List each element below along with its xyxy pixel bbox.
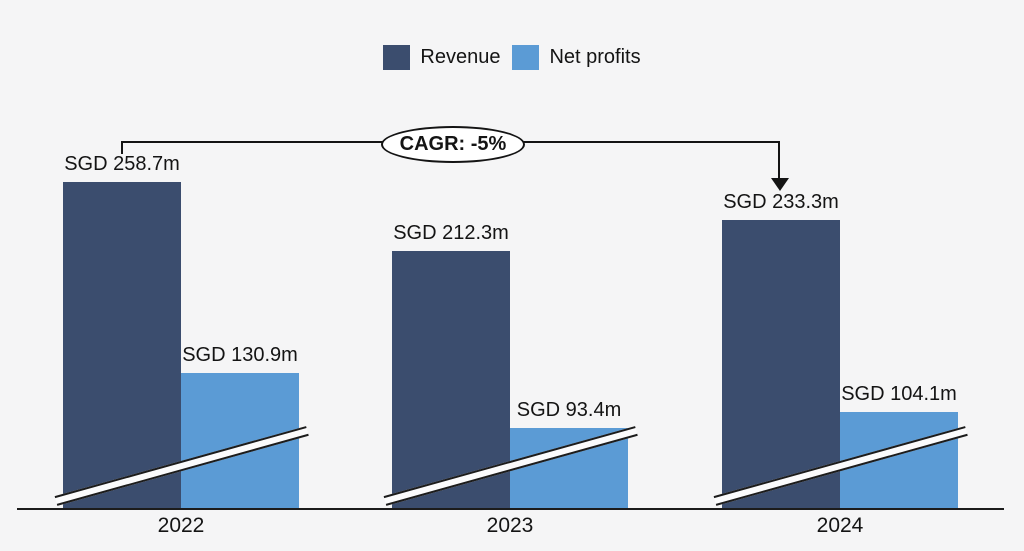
legend-swatch-net-profits-icon bbox=[512, 45, 540, 70]
cagr-connector-drop-line bbox=[778, 141, 780, 179]
legend-swatch-revenue-icon bbox=[383, 45, 411, 70]
legend-label-net-profits: Net profits bbox=[549, 46, 641, 68]
bar-revenue-2024 bbox=[722, 220, 840, 508]
data-label-net-profits-2023: SGD 93.4m bbox=[516, 399, 622, 421]
x-axis-label-2022: 2022 bbox=[157, 514, 205, 537]
legend-item-revenue: Revenue bbox=[383, 45, 500, 70]
data-label-revenue-2024: SGD 233.3m bbox=[723, 191, 839, 213]
data-label-revenue-2023: SGD 212.3m bbox=[393, 222, 509, 244]
cagr-connector-start-tick bbox=[121, 141, 123, 154]
cagr-label: CAGR: -5% bbox=[399, 133, 507, 155]
chart-legend: Revenue Net profits bbox=[0, 45, 1024, 70]
data-label-revenue-2022: SGD 258.7m bbox=[64, 153, 180, 175]
cagr-arrowhead-icon bbox=[771, 178, 789, 191]
data-label-net-profits-2024: SGD 104.1m bbox=[841, 383, 957, 405]
x-axis-label-2024: 2024 bbox=[816, 514, 864, 537]
bar-revenue-2022 bbox=[63, 182, 181, 508]
legend-label-revenue: Revenue bbox=[420, 46, 501, 68]
legend-item-net-profits: Net profits bbox=[512, 45, 641, 70]
cagr-badge: CAGR: -5% bbox=[381, 126, 525, 163]
x-axis-line bbox=[17, 508, 1004, 510]
data-label-net-profits-2022: SGD 130.9m bbox=[182, 344, 298, 366]
x-axis-label-2023: 2023 bbox=[486, 514, 534, 537]
